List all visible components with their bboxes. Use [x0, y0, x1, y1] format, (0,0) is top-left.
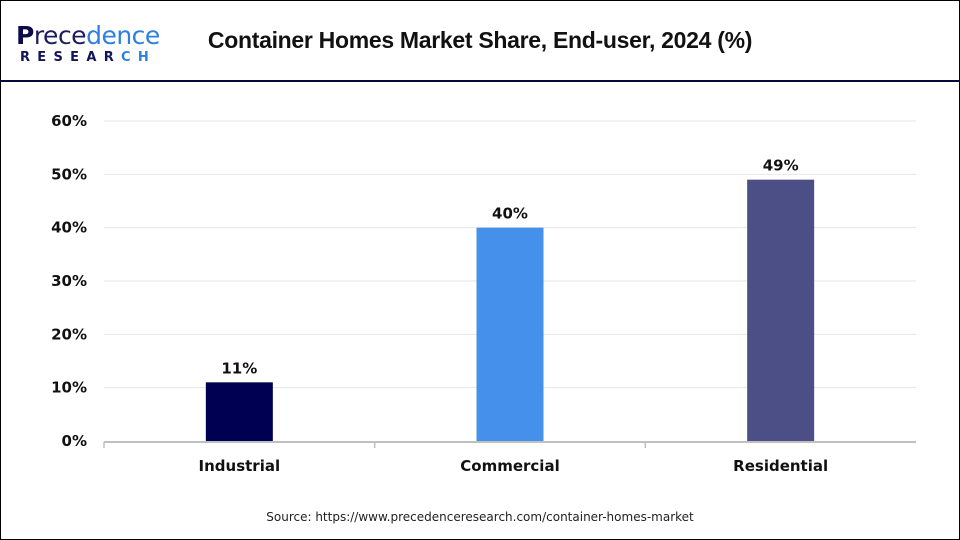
- y-tick-label: 60%: [51, 112, 87, 130]
- data-label: 49%: [763, 157, 799, 175]
- bar-chart: 0% 10% 20% 30% 40% 50% 60% 11% 40% 49% Industria…: [51, 112, 916, 475]
- header: Precedence RESEARCH Container Homes Mark…: [0, 0, 960, 80]
- bars: [205, 179, 815, 441]
- header-divider: [0, 80, 960, 82]
- y-axis-ticks: 0% 10% 20% 30% 40% 50% 60%: [51, 112, 87, 450]
- bar-industrial: [205, 382, 273, 441]
- x-tick-label: Industrial: [199, 457, 281, 475]
- logo-tagline: RESEARCH: [20, 50, 157, 65]
- x-tick-label: Residential: [733, 457, 828, 475]
- logo-wordmark: Precedence: [16, 21, 160, 50]
- data-labels: 11% 40% 49%: [221, 157, 798, 378]
- x-axis-ticks: Industrial Commercial Residential: [199, 457, 829, 475]
- source-text: Source: https://www.precedenceresearch.c…: [266, 510, 694, 524]
- precedence-research-logo: Precedence RESEARCH: [16, 22, 166, 66]
- y-tick-label: 50%: [51, 165, 87, 183]
- y-tick-label: 30%: [51, 272, 87, 290]
- y-tick-label: 20%: [51, 325, 87, 343]
- data-label: 11%: [221, 359, 257, 377]
- y-tick-label: 0%: [62, 432, 87, 450]
- logo-p-glyph: P: [16, 21, 34, 50]
- chart-title: Container Homes Market Share, End-user, …: [207, 27, 753, 53]
- y-tick-label: 40%: [51, 219, 87, 237]
- bar-residential: [747, 179, 815, 441]
- bar-commercial: [476, 227, 544, 441]
- data-label: 40%: [492, 205, 528, 223]
- y-tick-label: 10%: [51, 379, 87, 397]
- x-tick-label: Commercial: [460, 457, 559, 475]
- x-axis: [103, 441, 916, 448]
